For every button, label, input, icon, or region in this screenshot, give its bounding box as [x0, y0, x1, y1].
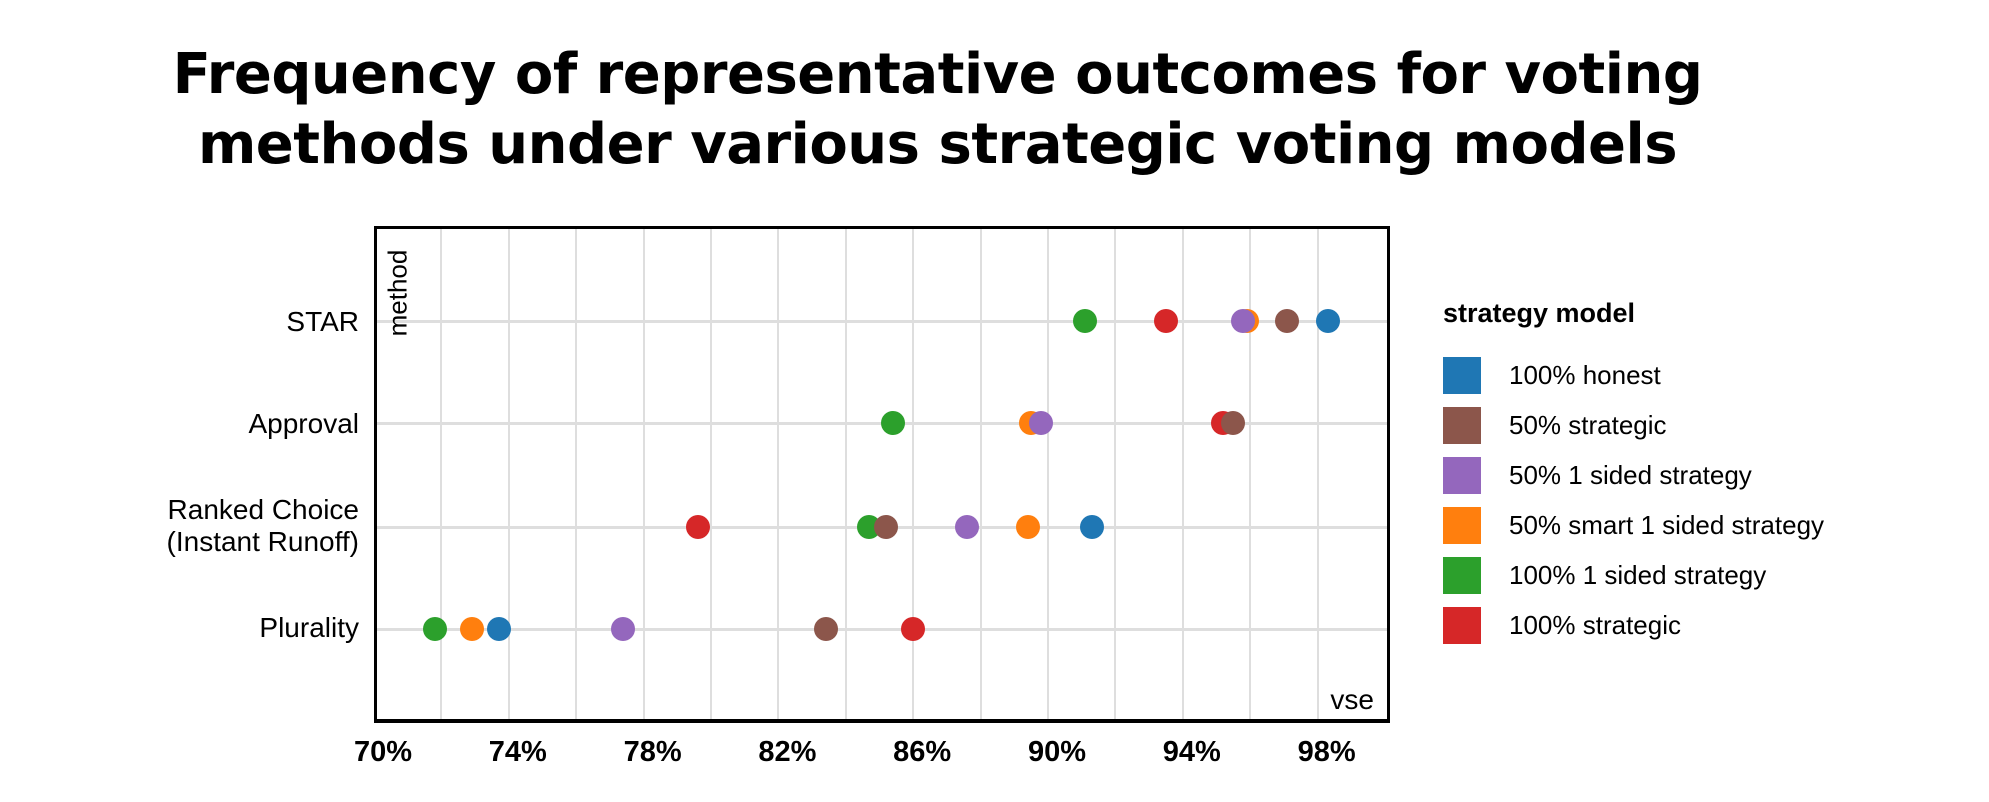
plot-area	[374, 226, 1390, 723]
chart-title-line-2: methods under various strategic voting m…	[197, 112, 1678, 177]
vertical-gridline	[912, 229, 915, 719]
legend-item: 50% strategic	[1443, 406, 1667, 444]
data-point	[1231, 309, 1256, 333]
vertical-gridline	[1181, 229, 1184, 719]
legend-label: 100% 1 sided strategy	[1509, 559, 1767, 590]
data-point	[1079, 515, 1104, 539]
x-tick-label: 90%	[1027, 736, 1087, 768]
legend-label: 50% 1 sided strategy	[1509, 459, 1752, 490]
data-point	[1153, 309, 1178, 333]
x-tick-label: 94%	[1162, 736, 1221, 768]
x-tick-label: 86%	[893, 736, 952, 768]
vertical-gridline	[1316, 229, 1319, 719]
legend-label: 100% honest	[1509, 359, 1661, 390]
data-point	[955, 515, 980, 539]
legend-item: 100% strategic	[1443, 606, 1681, 644]
vertical-gridline	[1249, 229, 1252, 719]
x-tick-label: 82%	[758, 736, 817, 768]
data-point	[874, 515, 899, 539]
legend-item: 50% 1 sided strategy	[1443, 456, 1752, 494]
data-point	[813, 617, 838, 641]
data-point	[1029, 411, 1054, 435]
horizontal-gridline	[377, 628, 1387, 631]
x-tick-label: 70%	[353, 736, 413, 768]
vertical-gridline	[440, 229, 443, 719]
legend-swatch-icon	[1443, 456, 1481, 494]
vertical-gridline	[844, 229, 847, 719]
legend-item: 50% smart 1 sided strategy	[1443, 506, 1824, 544]
data-point	[1073, 309, 1098, 333]
y-label-ranked-choice: Ranked Choice (Instant Runoff)	[167, 494, 359, 558]
x-tick-label: 98%	[1297, 736, 1356, 768]
vertical-gridline	[642, 229, 645, 719]
x-tick-label: 74%	[488, 736, 547, 768]
legend-title: strategy model	[1443, 298, 1636, 328]
data-point	[880, 411, 905, 435]
data-point	[1315, 309, 1340, 333]
chart-title-line-1: Frequency of representative outcomes for…	[172, 42, 1703, 107]
x-axis-title: vse	[1330, 684, 1374, 715]
legend-swatch-icon	[1443, 606, 1481, 644]
y-label-ranked-choice-line2: (Instant Runoff)	[166, 526, 359, 557]
vertical-gridline	[507, 229, 510, 719]
legend-swatch-icon	[1443, 406, 1481, 444]
y-label-plurality: Plurality	[259, 612, 359, 643]
vertical-gridline	[1114, 229, 1117, 719]
x-tick-label: 78%	[623, 736, 682, 768]
vertical-gridline	[710, 229, 712, 719]
legend-swatch-icon	[1443, 356, 1481, 394]
vertical-gridline	[1047, 229, 1049, 719]
y-label-star: STAR	[286, 306, 359, 337]
legend-label: 100% strategic	[1509, 609, 1681, 640]
y-axis-title: method	[383, 243, 413, 343]
legend-swatch-icon	[1443, 556, 1481, 594]
vertical-gridline	[979, 229, 982, 719]
vertical-gridline	[575, 229, 578, 719]
data-point	[611, 617, 636, 641]
legend-item: 100% 1 sided strategy	[1443, 556, 1766, 594]
vertical-gridline	[777, 229, 780, 719]
legend-swatch-icon	[1443, 506, 1481, 544]
data-point	[901, 617, 926, 641]
horizontal-gridline	[377, 320, 1387, 323]
legend-item: 100% honest	[1443, 356, 1661, 394]
data-point	[1221, 411, 1246, 435]
data-point	[486, 617, 511, 641]
y-label-ranked-choice-line1: Ranked Choice	[167, 494, 359, 525]
data-point	[685, 515, 710, 539]
legend-label: 50% strategic	[1509, 409, 1667, 440]
y-label-approval: Approval	[248, 408, 359, 439]
data-point	[422, 617, 447, 641]
y-axis-title-text: method	[382, 249, 413, 337]
data-point	[1015, 515, 1040, 539]
data-point	[1275, 309, 1300, 333]
data-point	[459, 617, 484, 641]
legend-label: 50% smart 1 sided strategy	[1509, 509, 1825, 540]
